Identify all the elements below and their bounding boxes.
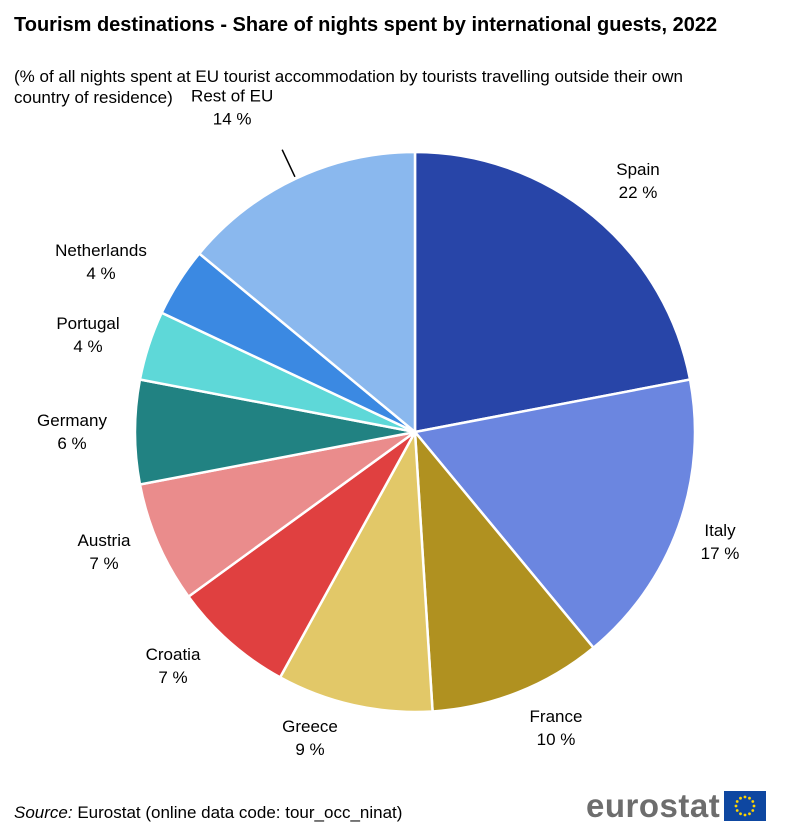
slice-value-rest-of-eu: 14 %: [213, 110, 252, 129]
slice-label-spain: Spain: [616, 160, 659, 179]
slice-label-netherlands: Netherlands: [55, 241, 147, 260]
pie-slice-spain: [413, 150, 692, 434]
slice-value-italy: 17 %: [701, 544, 740, 563]
slice-label-portugal: Portugal: [56, 314, 119, 333]
source-note: Source: Eurostat (online data code: tour…: [14, 803, 402, 823]
eu-flag-star: [748, 796, 752, 800]
eu-flag-star: [736, 809, 739, 812]
eurostat-logo: eurostat: [586, 787, 767, 824]
eu-flag-star: [743, 795, 747, 799]
eu-flag-star: [736, 800, 739, 803]
slice-value-portugal: 4 %: [73, 337, 102, 356]
eurostat-wordmark: eurostat: [586, 787, 721, 824]
pie-slice-france: [413, 428, 596, 713]
pie-slice-italy: [412, 378, 697, 650]
leader-lines: [281, 149, 296, 178]
slice-value-netherlands: 4 %: [86, 264, 115, 283]
slice-label-croatia: Croatia: [146, 645, 201, 664]
source-label: Source:: [14, 803, 73, 822]
pie-chart: Spain 22 % Italy 17 % France 10 % Greece 9 % Cro…: [37, 87, 739, 759]
slice-value-germany: 6 %: [57, 434, 86, 453]
slice-value-france: 10 %: [537, 730, 576, 749]
eu-flag-star: [734, 804, 738, 808]
pie-slice-rest-of-eu: [197, 150, 417, 435]
eu-flag-icon: [724, 791, 767, 821]
eu-flag-star: [752, 804, 756, 808]
slice-label-france: France: [530, 707, 583, 726]
slice-value-spain: 22 %: [619, 183, 658, 202]
eu-flag-star: [739, 812, 743, 816]
pie-slice-austria: [138, 430, 416, 599]
slice-labels: Spain 22 % Italy 17 % France 10 % Greece 9 % Cro…: [37, 87, 739, 759]
pie-slice-greece: [278, 427, 434, 714]
slice-value-croatia: 7 %: [158, 668, 187, 687]
slice-label-germany: Germany: [37, 411, 107, 430]
eu-flag-star: [751, 800, 755, 803]
eu-flag-star: [739, 796, 743, 800]
chart-subtitle: (% of all nights spent at EU tourist acc…: [14, 67, 683, 107]
slice-value-greece: 9 %: [295, 740, 324, 759]
chart-title: Tourism destinations - Share of nights s…: [14, 14, 718, 36]
pie-slice-croatia: [186, 430, 417, 680]
pie-slices: [133, 150, 697, 714]
source-text: Eurostat (online data code: tour_occ_nin…: [77, 803, 403, 822]
slice-label-rest-of-eu: Rest of EU: [191, 87, 273, 106]
slice-label-austria: Austria: [78, 531, 131, 550]
eu-flag-star: [751, 809, 755, 812]
slice-label-greece: Greece: [282, 717, 338, 736]
slice-label-italy: Italy: [704, 521, 736, 540]
eu-flag-star: [748, 812, 752, 816]
slice-value-austria: 7 %: [89, 554, 118, 573]
leader-line-rest-of-eu: [281, 149, 296, 178]
eu-flag-star: [743, 813, 747, 817]
